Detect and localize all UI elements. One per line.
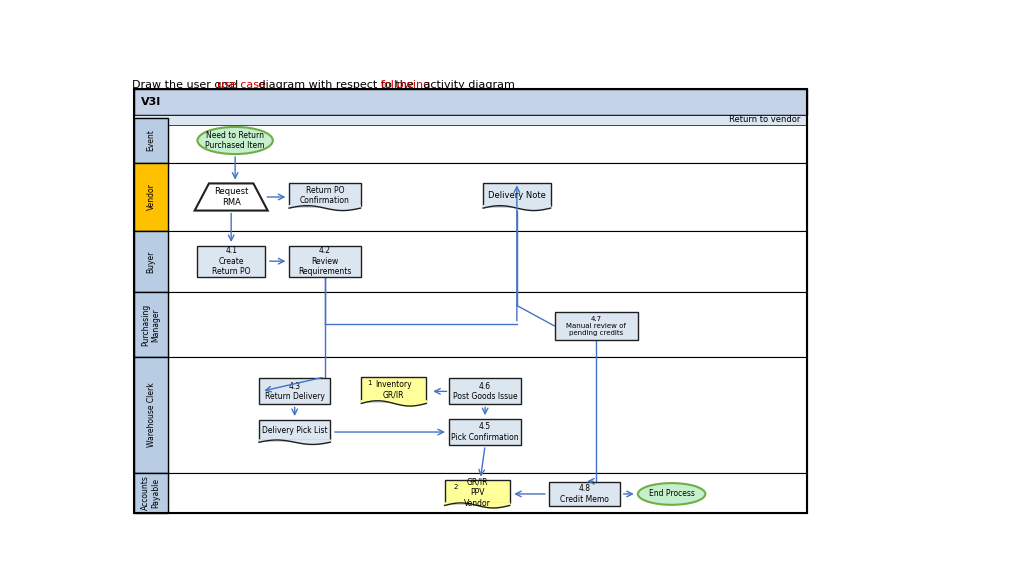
Text: Buyer: Buyer xyxy=(146,250,156,272)
Ellipse shape xyxy=(638,483,706,505)
Text: GR/IR
PPV
Vendor: GR/IR PPV Vendor xyxy=(464,478,490,508)
Text: use case: use case xyxy=(217,80,266,90)
Polygon shape xyxy=(361,401,426,406)
Bar xyxy=(483,183,551,205)
Polygon shape xyxy=(483,205,551,211)
Bar xyxy=(198,246,265,276)
Bar xyxy=(444,480,510,503)
Text: 4.6
Post Goods Issue: 4.6 Post Goods Issue xyxy=(453,382,517,401)
Bar xyxy=(168,163,807,231)
Text: Return to vendor: Return to vendor xyxy=(729,115,800,124)
Text: Draw the user goal: Draw the user goal xyxy=(132,80,242,90)
Text: Vendor: Vendor xyxy=(146,184,156,210)
Bar xyxy=(134,231,168,292)
Text: V3I: V3I xyxy=(140,97,161,107)
Text: Delivery Note: Delivery Note xyxy=(487,191,546,200)
Bar xyxy=(450,378,521,404)
Bar xyxy=(168,292,807,357)
Text: 2: 2 xyxy=(454,484,458,490)
Text: Need to Return
Purchased Item: Need to Return Purchased Item xyxy=(206,131,265,150)
Bar xyxy=(289,183,360,205)
Text: following: following xyxy=(381,80,431,90)
Text: 4.7
Manual review of
pending credits: 4.7 Manual review of pending credits xyxy=(566,316,626,336)
Bar xyxy=(259,420,331,440)
Polygon shape xyxy=(289,205,360,211)
Bar xyxy=(450,419,521,445)
Bar xyxy=(134,89,807,514)
Text: Purchasing
Manager: Purchasing Manager xyxy=(141,303,161,346)
Text: Request
RMA: Request RMA xyxy=(214,187,249,207)
Text: Delivery Pick List: Delivery Pick List xyxy=(262,426,328,436)
Text: 4.3
Return Delivery: 4.3 Return Delivery xyxy=(265,382,325,401)
Bar xyxy=(168,357,807,473)
Text: Event: Event xyxy=(146,130,156,151)
Bar xyxy=(134,473,168,514)
Bar xyxy=(134,292,168,357)
Text: activity diagram: activity diagram xyxy=(420,80,514,90)
Polygon shape xyxy=(259,440,331,444)
Bar xyxy=(134,357,168,473)
Text: 4.2
Review
Requirements: 4.2 Review Requirements xyxy=(298,247,351,276)
Text: Inventory
GR/IR: Inventory GR/IR xyxy=(376,380,413,400)
Bar xyxy=(134,118,168,163)
Bar xyxy=(289,246,360,276)
Text: Warehouse Clerk: Warehouse Clerk xyxy=(146,383,156,447)
Bar xyxy=(361,377,426,401)
Bar xyxy=(168,231,807,292)
Text: 4.1
Create
Return PO: 4.1 Create Return PO xyxy=(212,247,251,276)
Bar xyxy=(134,89,807,114)
Text: 4.5
Pick Confirmation: 4.5 Pick Confirmation xyxy=(452,422,519,442)
Text: 4.8
Credit Memo: 4.8 Credit Memo xyxy=(560,484,608,504)
Bar xyxy=(168,473,807,514)
Text: End Process: End Process xyxy=(648,490,694,498)
Bar xyxy=(259,378,331,404)
Bar xyxy=(134,114,807,124)
Bar xyxy=(555,312,638,340)
Text: Accounts
Payable: Accounts Payable xyxy=(141,475,161,511)
Text: diagram with respect to the: diagram with respect to the xyxy=(255,80,417,90)
Bar xyxy=(134,163,168,231)
Text: Return PO
Confirmation: Return PO Confirmation xyxy=(300,186,350,205)
Text: 1: 1 xyxy=(368,380,372,386)
Bar xyxy=(549,481,620,507)
Ellipse shape xyxy=(198,127,272,154)
Polygon shape xyxy=(444,503,510,508)
Polygon shape xyxy=(195,183,267,211)
Bar xyxy=(168,118,807,163)
